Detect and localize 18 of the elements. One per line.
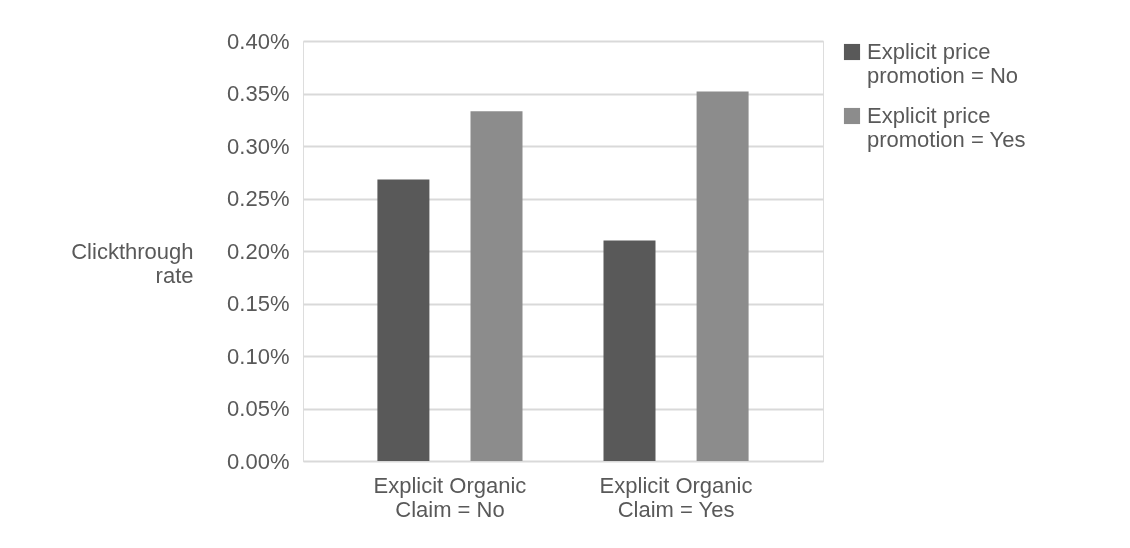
bar [470, 111, 523, 461]
legend-label: Explicit price promotion = No [867, 39, 1019, 88]
y-tick-label: 0.15% [227, 291, 290, 316]
bar [603, 240, 656, 461]
legend-label: Explicit price promotion = Yes [867, 103, 1026, 152]
x-tick-label: Explicit Organic Claim = Yes [599, 472, 753, 522]
bar [377, 179, 430, 461]
y-tick-label: 0.40% [227, 28, 290, 54]
y-axis-title: Clickthrough rate [71, 238, 194, 288]
y-tick-label: 0.00% [227, 448, 290, 474]
y-tick-label: 0.10% [227, 343, 290, 369]
y-tick-label: 0.30% [227, 133, 290, 159]
y-tick-label: 0.20% [227, 238, 290, 264]
y-tick-label: 0.25% [227, 186, 290, 211]
bar [696, 91, 749, 461]
x-tick-label: Explicit Organic Claim = No [373, 472, 527, 522]
y-tick-label: 0.35% [227, 81, 290, 106]
y-tick-label: 0.05% [227, 396, 290, 421]
